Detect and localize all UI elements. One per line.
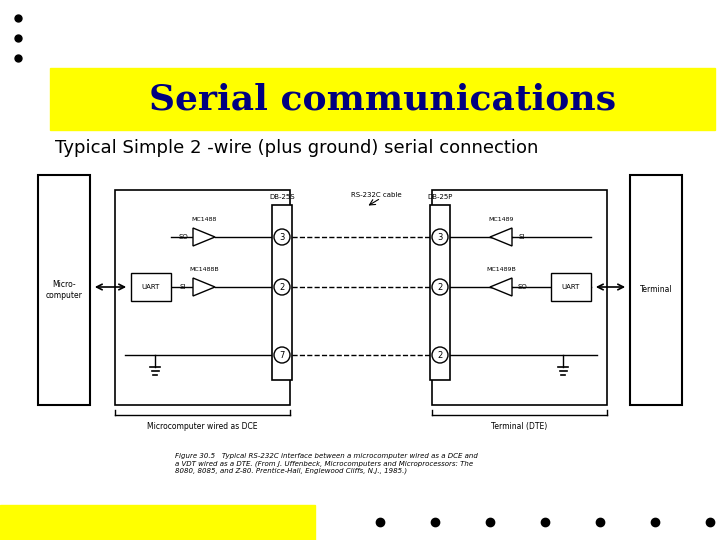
Polygon shape: [490, 228, 512, 246]
Text: MC1489: MC1489: [488, 217, 514, 222]
Polygon shape: [193, 228, 215, 246]
Circle shape: [432, 347, 448, 363]
Text: 3: 3: [437, 233, 443, 241]
Text: 7: 7: [279, 350, 284, 360]
Bar: [38, 175, 90, 405]
Text: UART: UART: [142, 284, 160, 290]
Bar: [432, 190, 607, 405]
Text: RS-232C cable: RS-232C cable: [351, 192, 401, 198]
Polygon shape: [193, 278, 215, 296]
Text: 3: 3: [279, 233, 284, 241]
Text: SO: SO: [517, 284, 527, 290]
Bar: [272, 205, 292, 380]
Circle shape: [432, 279, 448, 295]
Text: Figure 30.5   Typical RS-232C interface between a microcomputer wired as a DCE a: Figure 30.5 Typical RS-232C interface be…: [175, 453, 478, 474]
Bar: [0, 505, 315, 540]
Bar: [115, 190, 290, 405]
Text: 2: 2: [437, 350, 443, 360]
Text: SO: SO: [178, 234, 188, 240]
Text: Micro-
computer: Micro- computer: [45, 280, 82, 300]
Circle shape: [274, 279, 290, 295]
Text: Serial communications: Serial communications: [150, 82, 616, 116]
Circle shape: [432, 229, 448, 245]
Text: SI: SI: [519, 234, 525, 240]
Circle shape: [274, 347, 290, 363]
Polygon shape: [490, 278, 512, 296]
Text: 2: 2: [437, 282, 443, 292]
Text: UART: UART: [562, 284, 580, 290]
Bar: [50, 68, 715, 130]
Bar: [131, 273, 171, 301]
Bar: [551, 273, 591, 301]
Text: SI: SI: [180, 284, 186, 290]
Text: Terminal: Terminal: [639, 286, 672, 294]
Text: DB-25P: DB-25P: [427, 194, 453, 200]
Bar: [430, 205, 450, 380]
Text: MC1489B: MC1489B: [486, 267, 516, 272]
Text: MC1488B: MC1488B: [189, 267, 219, 272]
Text: DB-25S: DB-25S: [269, 194, 294, 200]
Text: Terminal (DTE): Terminal (DTE): [491, 422, 548, 431]
Text: 2: 2: [279, 282, 284, 292]
Text: Microcomputer wired as DCE: Microcomputer wired as DCE: [148, 422, 258, 431]
Circle shape: [274, 229, 290, 245]
Bar: [630, 175, 682, 405]
Text: MC1488: MC1488: [192, 217, 217, 222]
Text: Typical Simple 2 -wire (plus ground) serial connection: Typical Simple 2 -wire (plus ground) ser…: [55, 139, 539, 157]
